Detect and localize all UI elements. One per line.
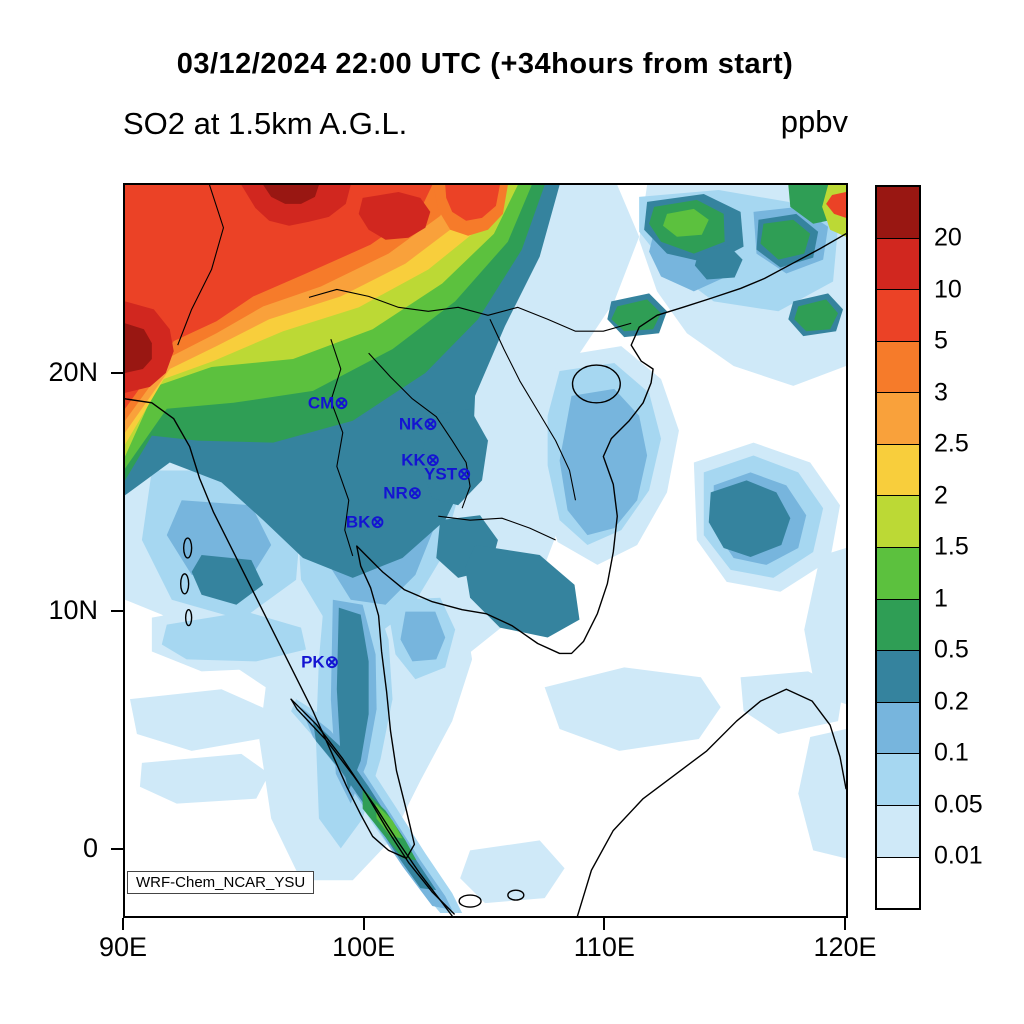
- x-axis-tick: [603, 918, 606, 930]
- colorbar-segment: [877, 856, 919, 909]
- y-axis-label: 10N: [48, 595, 98, 625]
- colorbar-tick-label: 0.1: [934, 738, 969, 767]
- colorbar-tick-label: 20: [934, 223, 962, 252]
- colorbar-tick-label: 0.01: [934, 841, 983, 870]
- y-axis-tick: [111, 610, 123, 612]
- y-axis-tick: [111, 848, 123, 850]
- colorbar-segment: [877, 701, 919, 754]
- y-axis-label: 0: [82, 833, 98, 863]
- station-marker-YST: YST⊗: [424, 464, 472, 484]
- colorbar-segment: [877, 237, 919, 290]
- x-axis-tick: [844, 918, 846, 930]
- x-axis-tick: [362, 918, 365, 930]
- map-frame: CM⊗ NK⊗ KK⊗ YST⊗ NR⊗ BK⊗ PK⊗ WRF-Chem_NCAR_YSU: [123, 183, 848, 918]
- colorbar-segment: [877, 598, 919, 651]
- colorbar-segment: [877, 187, 919, 238]
- so2-band-10: [125, 185, 431, 393]
- colorbar-segment: [877, 443, 919, 496]
- x-axis-label: 90E: [98, 932, 148, 962]
- colorbar-segment: [877, 804, 919, 857]
- x-axis-label: 110E: [573, 932, 635, 962]
- colorbar-tick-label: 2: [934, 481, 948, 509]
- colorbar-tick-label: 1: [934, 584, 948, 612]
- colorbar: [875, 185, 921, 910]
- so2-band-20: [125, 185, 319, 373]
- country-borders: [177, 185, 632, 557]
- colorbar-tick-label: 0.05: [934, 790, 983, 818]
- colorbar-segment: [877, 340, 919, 393]
- station-marker-NR: NR⊗: [383, 483, 422, 503]
- colorbar-tick-label: 0.2: [934, 687, 969, 715]
- station-marker-NK: NK⊗: [398, 414, 438, 434]
- colorbar-segment: [877, 289, 919, 341]
- colorbar-segment: [877, 495, 919, 548]
- x-axis-label: 120E: [813, 932, 877, 962]
- station-marker-PK: PK⊗: [301, 652, 339, 672]
- colorbar-segment: [877, 547, 919, 599]
- y-axis-tick: [111, 372, 123, 374]
- colorbar-tick-label: 10: [934, 275, 962, 303]
- colorbar-tick-label: 0.5: [934, 635, 969, 664]
- station-marker-KK: KK⊗: [401, 450, 441, 470]
- figure-title-datetime: 03/12/2024 22:00 UTC (+34hours from star…: [176, 48, 794, 80]
- colorbar-tick-label: 1.5: [934, 532, 969, 561]
- x-axis-label: 100E: [332, 932, 396, 962]
- station-marker-BK: BK⊗: [345, 512, 385, 532]
- colorbar-units-label: ppbv: [780, 104, 848, 139]
- station-layer: CM⊗ NK⊗ KK⊗ YST⊗ NR⊗ BK⊗ PK⊗: [125, 185, 846, 916]
- colorbar-tick-label: 2.5: [934, 429, 969, 458]
- x-axis-tick: [122, 918, 124, 930]
- station-marker-CM: CM⊗: [307, 393, 349, 413]
- colorbar-segment: [877, 650, 919, 702]
- model-watermark: WRF-Chem_NCAR_YSU: [127, 871, 315, 894]
- coastlines: [125, 233, 846, 916]
- so2-contour-map: [125, 185, 846, 916]
- colorbar-segment: [877, 392, 919, 444]
- colorbar-tick-label: 5: [934, 326, 948, 355]
- so2-band-5: [125, 185, 846, 409]
- figure-title-variable: SO2 at 1.5km A.G.L.: [123, 106, 408, 141]
- y-axis-label: 20N: [48, 357, 98, 387]
- colorbar-tick-label: 3: [934, 378, 948, 406]
- colorbar-segment: [877, 753, 919, 805]
